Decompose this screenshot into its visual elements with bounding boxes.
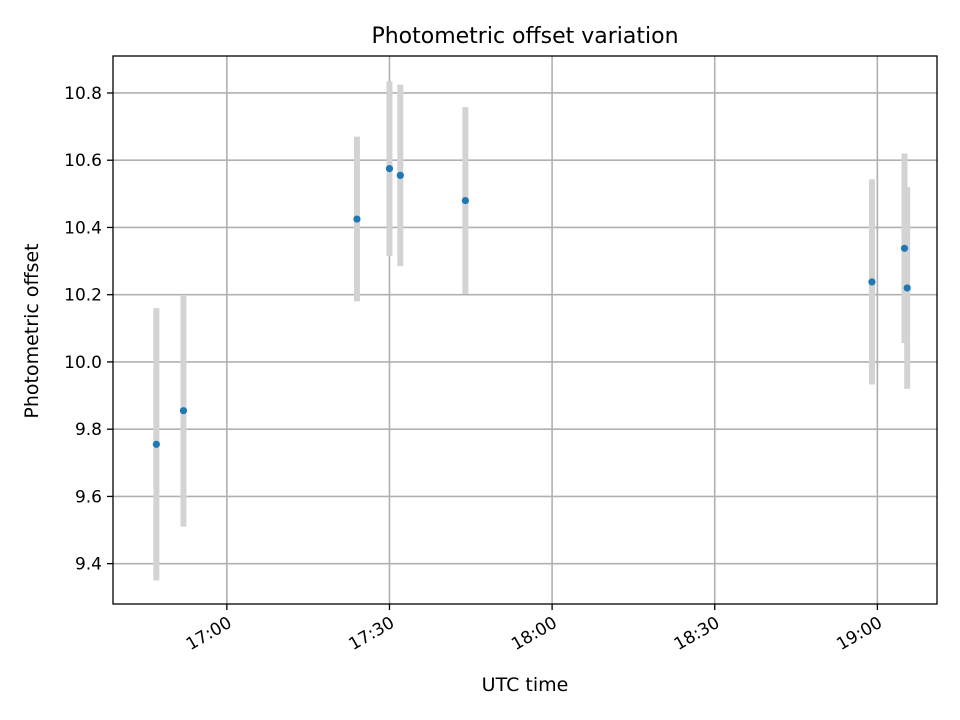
y-axis-ticks: 9.4 9.6 9.8 10.0 10.2 10.4 10.6 10.8 — [64, 84, 113, 575]
plot-frame — [112, 55, 938, 605]
y-tick-label: 10.2 — [64, 286, 102, 306]
y-axis-label: Photometric offset — [21, 243, 43, 418]
data-point — [903, 284, 911, 292]
data-point — [900, 244, 909, 252]
y-tick-label: 10.4 — [64, 218, 102, 238]
data-point — [353, 215, 361, 223]
x-tick-label: 18:00 — [508, 613, 560, 655]
error-bars — [153, 81, 911, 581]
data-point — [868, 278, 876, 286]
x-tick-label: 18:30 — [671, 613, 723, 655]
data-points — [152, 165, 911, 448]
x-tick-label: 17:00 — [183, 613, 235, 655]
x-axis-ticks: 17:00 17:30 18:00 18:30 19:00 — [183, 604, 886, 655]
y-tick-label: 9.6 — [75, 487, 102, 507]
x-axis-label: UTC time — [482, 674, 569, 696]
data-point — [152, 440, 160, 448]
y-tick-label: 9.8 — [75, 420, 102, 440]
data-point — [385, 165, 394, 173]
data-point — [396, 171, 404, 179]
y-tick-label: 9.4 — [75, 555, 102, 575]
grid — [113, 56, 937, 604]
x-tick-label: 19:00 — [833, 613, 885, 655]
x-tick-label: 17:30 — [346, 613, 398, 655]
data-point — [179, 407, 188, 415]
data-point — [461, 196, 469, 205]
y-tick-label: 10.0 — [64, 353, 102, 373]
y-tick-label: 10.8 — [64, 84, 102, 104]
y-tick-label: 10.6 — [64, 151, 102, 171]
chart-title: Photometric offset variation — [371, 24, 678, 49]
